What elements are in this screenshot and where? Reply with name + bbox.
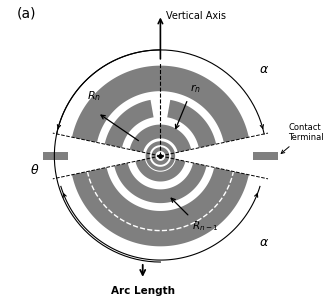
Polygon shape bbox=[105, 100, 153, 148]
Bar bbox=[253, 152, 278, 160]
Text: $R_n$: $R_n$ bbox=[86, 89, 101, 103]
Polygon shape bbox=[135, 159, 185, 182]
Text: $r_n$: $r_n$ bbox=[190, 82, 201, 95]
Polygon shape bbox=[72, 66, 249, 142]
Text: Arc Length: Arc Length bbox=[111, 286, 175, 296]
Text: $\alpha$: $\alpha$ bbox=[259, 236, 269, 249]
Polygon shape bbox=[151, 147, 169, 165]
Bar bbox=[43, 152, 68, 160]
Polygon shape bbox=[114, 163, 207, 203]
Polygon shape bbox=[146, 141, 175, 171]
Text: Vertical Axis: Vertical Axis bbox=[166, 11, 226, 21]
Polygon shape bbox=[72, 167, 249, 246]
Text: Contact
Terminal: Contact Terminal bbox=[281, 123, 324, 154]
Text: $\theta$: $\theta$ bbox=[30, 163, 39, 177]
Text: $R_{n-1}$: $R_{n-1}$ bbox=[192, 219, 218, 232]
Polygon shape bbox=[130, 124, 191, 152]
Polygon shape bbox=[167, 100, 216, 148]
Text: (a): (a) bbox=[17, 7, 37, 21]
Text: $\alpha$: $\alpha$ bbox=[259, 63, 269, 76]
